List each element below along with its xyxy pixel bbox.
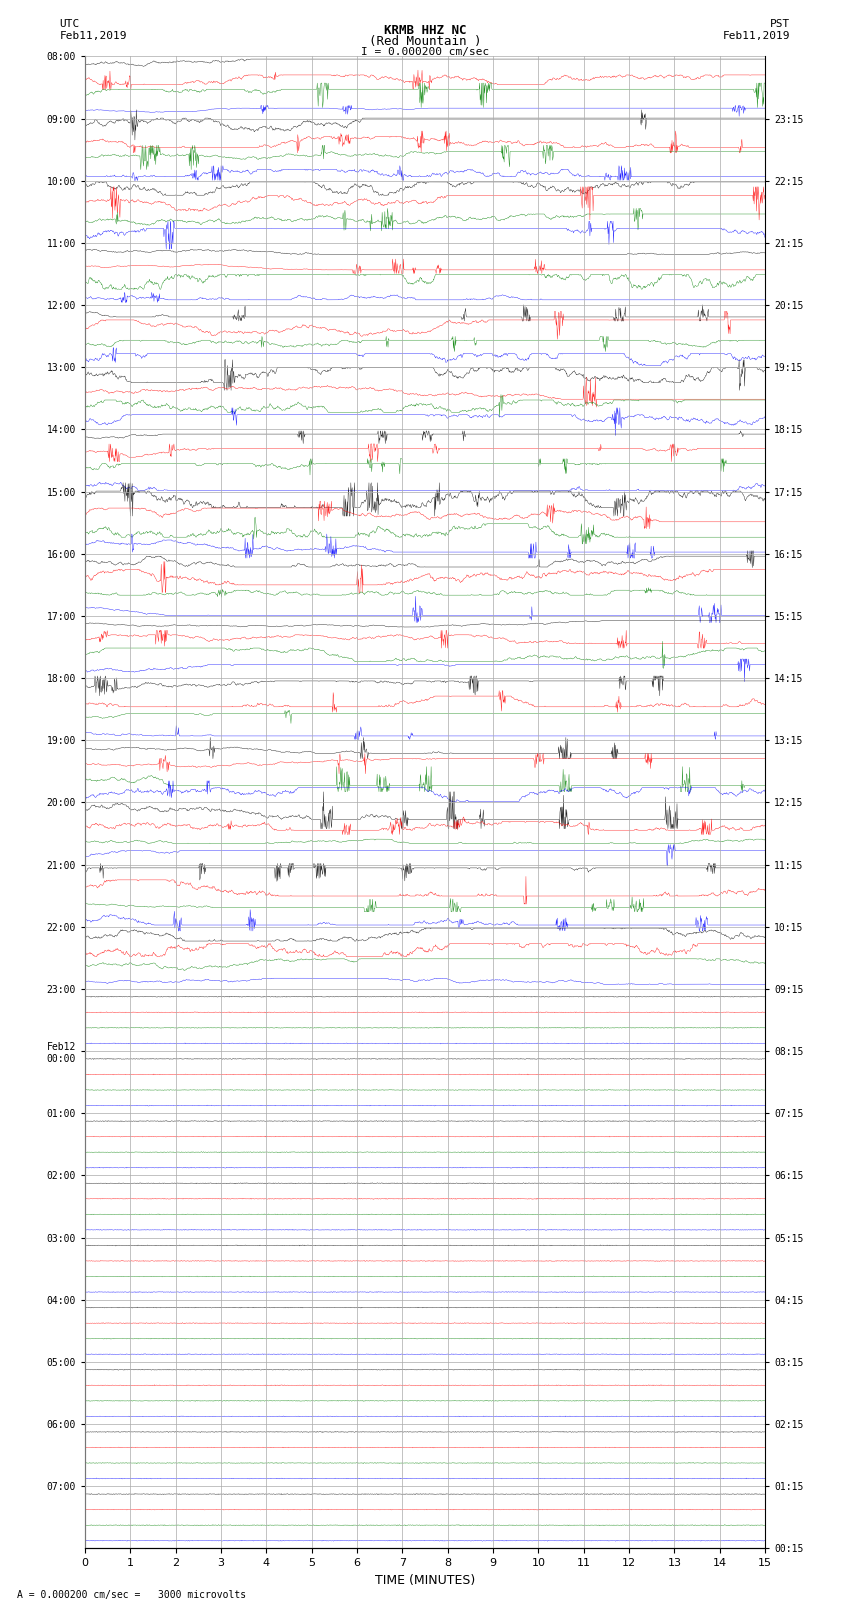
X-axis label: TIME (MINUTES): TIME (MINUTES) [375, 1574, 475, 1587]
Text: (Red Mountain ): (Red Mountain ) [369, 35, 481, 48]
Text: A = 0.000200 cm/sec =   3000 microvolts: A = 0.000200 cm/sec = 3000 microvolts [17, 1590, 246, 1600]
Text: PST: PST [770, 19, 790, 29]
Text: UTC: UTC [60, 19, 80, 29]
Text: Feb11,2019: Feb11,2019 [723, 31, 791, 40]
Text: I = 0.000200 cm/sec: I = 0.000200 cm/sec [361, 47, 489, 56]
Text: Feb11,2019: Feb11,2019 [60, 31, 127, 40]
Text: KRMB HHZ NC: KRMB HHZ NC [383, 24, 467, 37]
